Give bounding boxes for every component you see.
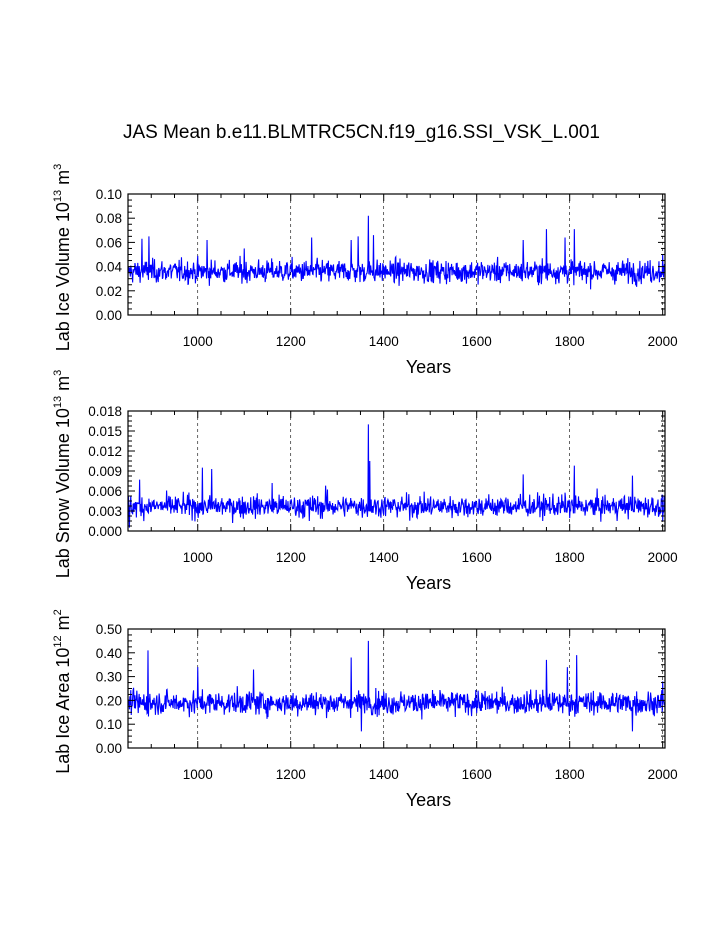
y-tick-label: 0.003 [88,504,122,519]
x-tick-label: 2000 [648,767,678,782]
x-tick-label: 2000 [648,334,678,349]
chart-panel-1: 1000 1200 1400 1600 1800 2000 0.00 0.02 0.04 0.06… [52,164,678,377]
y-tick-label: 0.02 [96,284,122,299]
y-tick-label: 0.00 [96,741,122,756]
y-tick-label: 0.10 [96,187,122,202]
x-axis-title: Years [406,357,451,377]
y-tick-label: 0.009 [88,464,122,479]
x-tick-label: 1200 [276,334,306,349]
y-tick-label: 0.00 [96,308,122,323]
y-axis-title: Lab Ice Volume 1013 m3 [52,164,73,351]
x-axis-title: Years [406,573,451,593]
y-tick-label: 0.006 [88,484,122,499]
x-tick-label: 1000 [183,334,213,349]
x-tick-label: 1200 [276,550,306,565]
x-tick-label: 1600 [462,767,492,782]
series-line [127,640,666,732]
x-tick-label: 2000 [648,550,678,565]
y-tick-label: 0.10 [96,717,122,732]
x-tick-label: 1800 [555,767,585,782]
y-tick-label: 0.06 [96,235,122,250]
y-tick-label: 0.015 [88,424,122,439]
x-tick-label: 1600 [462,334,492,349]
plot-frame [127,628,666,749]
x-tick-label: 1800 [555,550,585,565]
y-tick-label: 0.50 [96,622,122,637]
x-tick-label: 1000 [183,550,213,565]
y-tick-label: 0.40 [96,646,122,661]
y-axis-title: Lab Ice Area 1012 m2 [52,609,73,773]
x-tick-label: 1600 [462,550,492,565]
x-tick-label: 1400 [369,334,399,349]
x-tick-label: 1200 [276,767,306,782]
series-line [127,215,666,290]
y-tick-label: 0.012 [88,444,122,459]
plot-frame [127,193,666,316]
x-tick-label: 1400 [369,767,399,782]
y-tick-label: 0.018 [88,404,122,419]
chart-panel-3: 1000 1200 1400 1600 1800 2000 0.00 0.10 0.20 0.30… [52,609,678,810]
x-tick-label: 1800 [555,334,585,349]
page-title: JAS Mean b.e11.BLMTRC5CN.f19_g16.SSI_VSK… [122,122,601,143]
y-tick-label: 0.08 [96,211,122,226]
x-tick-label: 1400 [369,550,399,565]
y-tick-label: 0.20 [96,693,122,708]
y-tick-label: 0.000 [88,524,122,539]
x-tick-label: 1000 [183,767,213,782]
y-axis-title: Lab Snow Volume 1013 m3 [52,370,73,579]
chart-panel-2: 1000 1200 1400 1600 1800 2000 0.000 0.003 0.006 0… [52,370,678,593]
y-tick-label: 0.30 [96,670,122,685]
series-line [127,424,666,528]
x-axis-title: Years [406,790,451,810]
y-tick-label: 0.04 [96,260,123,275]
